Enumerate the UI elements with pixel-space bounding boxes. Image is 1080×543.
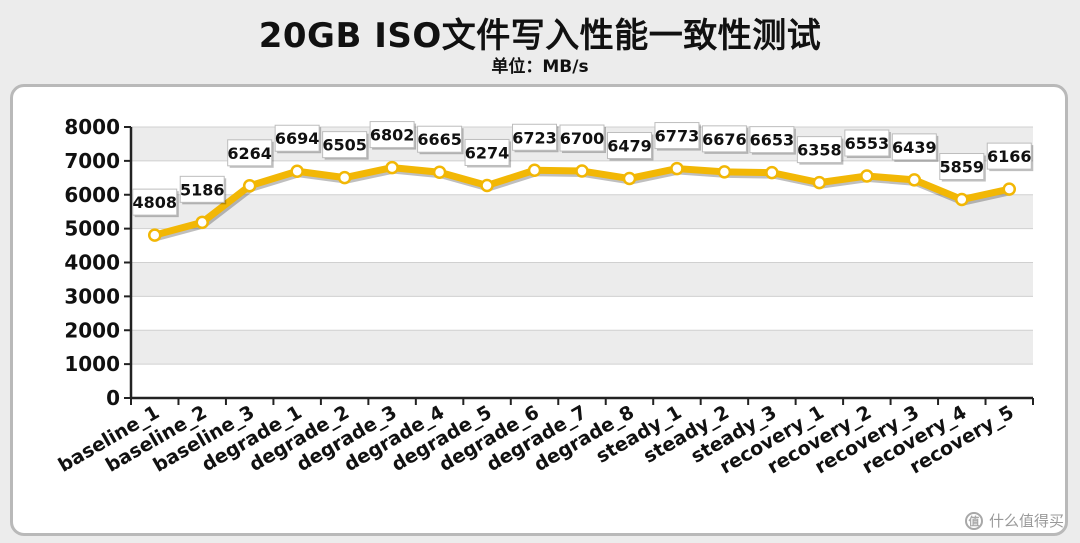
data-point [575, 164, 589, 178]
data-label: 5859 [940, 158, 985, 177]
data-point [717, 165, 732, 179]
data-label: 6676 [702, 130, 747, 149]
data-label: 6358 [797, 141, 842, 160]
data-label-box [559, 124, 605, 152]
data-label-box [369, 121, 415, 149]
data-label-box [274, 124, 320, 152]
data-point [195, 215, 209, 230]
data-point [242, 179, 257, 193]
y-tick-label: 1000 [64, 352, 120, 376]
data-label-box [844, 129, 890, 157]
chart-subtitle: 单位：MB/s [491, 57, 589, 77]
data-label-box [939, 153, 985, 181]
data-label: 6264 [227, 144, 272, 163]
grid-band [131, 194, 1033, 229]
grid-band [131, 228, 1033, 263]
data-point [337, 170, 352, 185]
data-label: 6479 [607, 137, 652, 156]
data-point [1002, 182, 1017, 196]
data-point [907, 173, 922, 187]
data-label: 4808 [132, 193, 177, 212]
watermark: 值 什么值得买 [964, 510, 1064, 531]
data-point [480, 178, 494, 193]
y-tick-label: 4000 [64, 251, 120, 275]
data-label: 5186 [180, 180, 225, 199]
data-label-box [606, 132, 652, 160]
data-point [527, 163, 542, 178]
data-point [860, 169, 874, 183]
data-label: 6166 [987, 147, 1032, 166]
grid-band [131, 262, 1033, 297]
data-label: 6773 [655, 127, 700, 146]
data-label-box [227, 139, 273, 167]
data-point [812, 175, 827, 190]
data-label-box [417, 125, 463, 153]
data-point [432, 165, 447, 179]
grid-band [131, 296, 1033, 331]
data-label: 6700 [560, 129, 605, 148]
data-label-box [322, 131, 368, 159]
y-tick-label: 2000 [64, 318, 120, 342]
data-label: 6505 [322, 136, 367, 155]
data-label-box [796, 136, 842, 164]
data-label-box [986, 142, 1032, 170]
data-label-box [749, 126, 795, 154]
y-tick-label: 6000 [64, 183, 120, 207]
y-tick-label: 5000 [64, 217, 120, 241]
data-label: 6723 [512, 128, 557, 147]
data-point [147, 228, 162, 242]
data-label-box [464, 138, 510, 166]
data-label-box [891, 133, 937, 161]
data-point [622, 171, 637, 186]
y-tick-label: 8000 [64, 115, 120, 139]
watermark-text: 什么值得买 [988, 512, 1064, 530]
data-label: 6694 [275, 129, 320, 148]
data-point [385, 160, 399, 175]
chart-title: 20GB ISO文件写入性能一致性测试 [258, 16, 822, 56]
data-label: 6653 [750, 131, 795, 150]
data-label: 6802 [370, 126, 415, 145]
data-label-box [701, 125, 747, 153]
grid-band [131, 330, 1033, 365]
data-label: 6665 [417, 130, 462, 149]
data-label: 6274 [465, 143, 510, 162]
data-point [955, 192, 969, 207]
data-label-box [132, 188, 178, 216]
data-point [670, 161, 684, 176]
data-point [765, 165, 779, 180]
data-label-box [179, 175, 225, 203]
y-tick-label: 7000 [64, 149, 120, 173]
y-tick-label: 0 [106, 386, 120, 410]
data-label-box [512, 123, 558, 151]
grid-band [131, 364, 1033, 398]
data-label: 6553 [845, 134, 890, 153]
y-tick-label: 3000 [64, 284, 120, 308]
data-point [290, 164, 304, 178]
watermark-logo-icon: 值 [964, 511, 983, 530]
data-label: 6439 [892, 138, 937, 157]
data-label-box [654, 122, 700, 150]
